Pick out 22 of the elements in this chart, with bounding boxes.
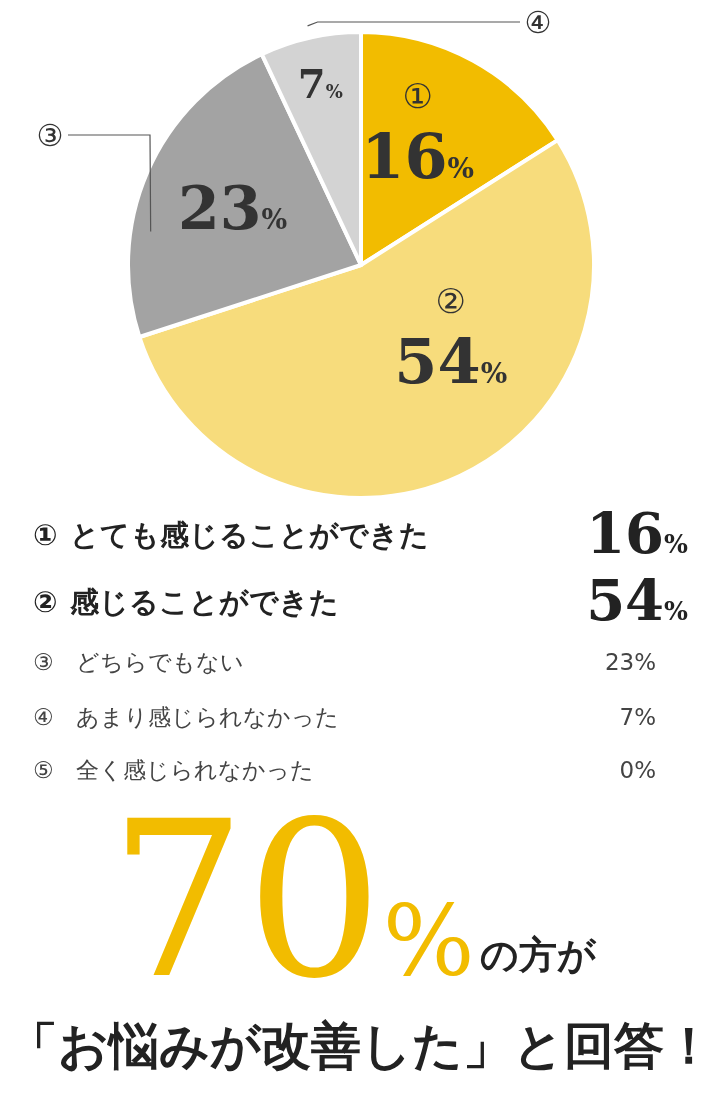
text: 7%: [619, 704, 656, 730]
category-label: ①: [33, 518, 58, 552]
category-label: ④: [33, 704, 54, 730]
slice-label: ③: [36, 118, 64, 153]
category-label: ⑤: [33, 757, 54, 783]
data-label: 23%: [178, 173, 288, 244]
category-label: ③: [33, 649, 54, 675]
data-label: 7%: [297, 60, 343, 108]
data-label: 16%: [361, 119, 475, 193]
text: どちらでもない: [76, 649, 244, 675]
slice-label: ①: [402, 75, 433, 116]
text: とても感じることができた: [70, 518, 429, 552]
slice-label: ④: [524, 5, 552, 40]
data-label: 54%: [394, 325, 508, 399]
text: 23%: [604, 649, 656, 675]
text: の方が: [480, 933, 597, 977]
text: 0%: [619, 757, 656, 783]
slice-label: ②: [33, 585, 58, 619]
text: 「お悩みが改善した」と回答！: [8, 1017, 714, 1075]
text: 感じることができた: [69, 585, 339, 619]
text: あまり感じられなかった: [76, 704, 339, 730]
slice-label: ②: [435, 281, 466, 322]
